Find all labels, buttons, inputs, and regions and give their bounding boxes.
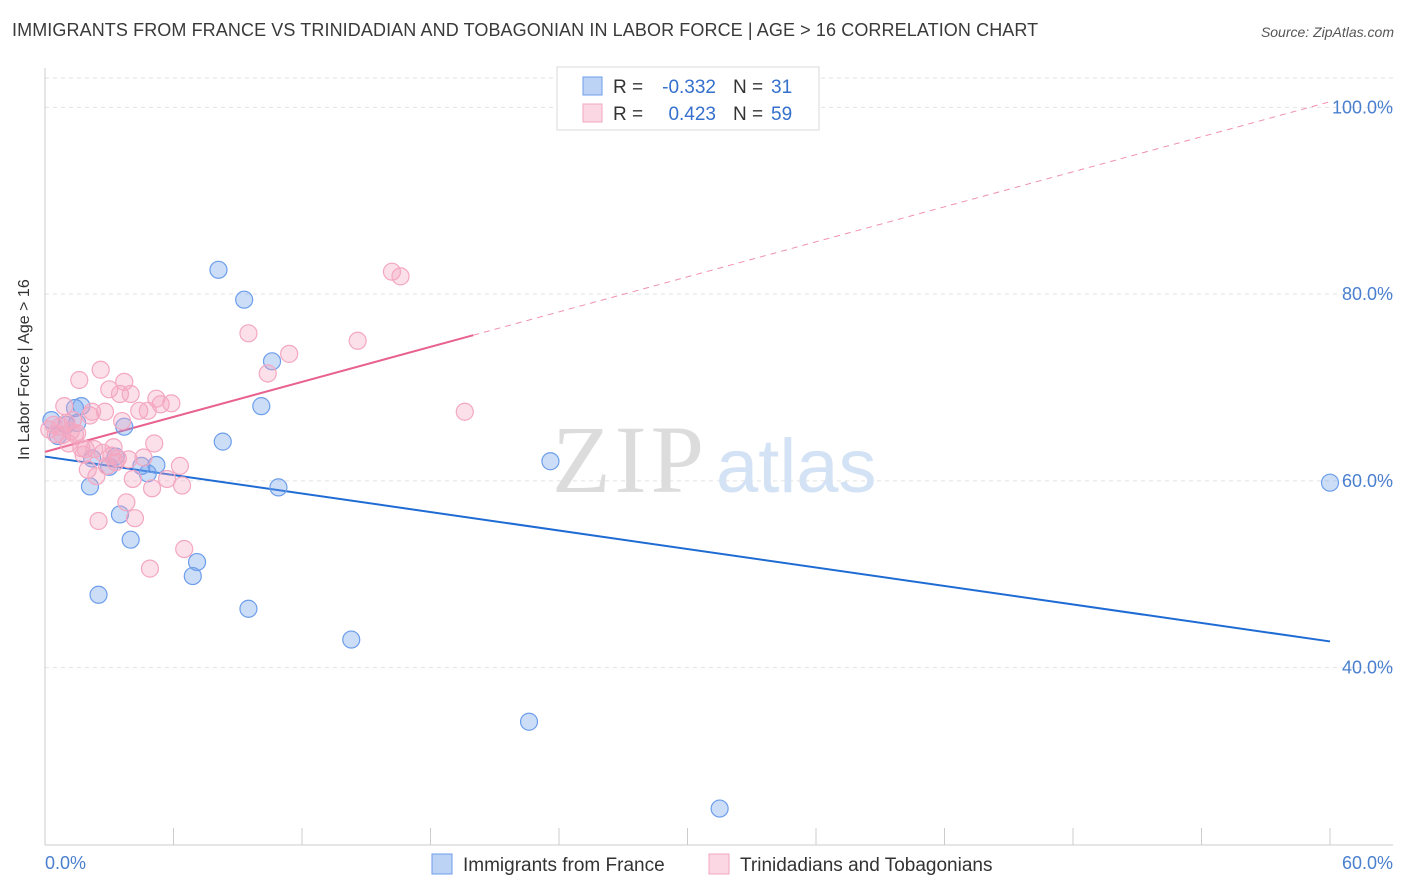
r-value: 0.423 [668,104,716,125]
y-tick-label: 60.0% [1342,471,1393,491]
trinidad-point [112,411,132,431]
source-label: Source: ZipAtlas.com [1260,24,1394,40]
trinidad-point [157,469,177,489]
series-legend: Immigrants from France Trinidadians and T… [431,853,992,876]
n-label: N = [733,77,763,98]
france-point [252,397,271,416]
trinidad-point [172,476,192,495]
y-tick-label: 100.0% [1332,97,1393,117]
trinidad-point [95,402,115,421]
trinidad-point [91,360,110,379]
trinidad-point [175,539,194,559]
y-tick-label: 40.0% [1342,658,1393,678]
trinidad-point [110,384,130,404]
france-stats-swatch [582,76,603,96]
trinidad-point [455,402,474,421]
trinidad-point [382,262,402,281]
trinidad-point [125,509,145,528]
x-tick-label: 0.0% [45,853,86,873]
france-trend-line [44,455,1331,643]
trinidad-point [100,380,119,399]
y-tick-label: 80.0% [1342,284,1393,304]
trinidad-point [170,456,190,476]
trinidad-point [104,438,123,457]
france-legend-swatch [431,853,453,875]
trend-lines [44,101,1331,643]
trinidad-trend-extension [473,101,1331,336]
axes [44,68,1393,846]
france-point [519,712,539,731]
trinidad-point [68,424,87,443]
france-point [187,552,207,572]
watermark-atlas: atlas [716,424,877,509]
trinidad-point [119,450,138,469]
trinidad-point [145,434,164,453]
x-tick-label: 60.0% [1342,853,1393,873]
r-label: R = [613,77,643,98]
trinidad-point [121,384,140,404]
watermark: ZIP atlas [552,406,877,513]
n-label: N = [733,104,763,125]
france-point [239,599,258,618]
n-value: 59 [771,104,792,125]
france-point [89,585,108,604]
france-point [1320,473,1340,492]
trinidad-point [162,394,181,413]
grid-lines [45,77,1393,669]
trinidad-point [89,511,108,531]
tick-labels: 40.0% 60.0% 80.0% 100.0% 0.0% 60.0% [45,97,1393,873]
france-point [710,799,729,818]
trinidad-point [258,364,277,383]
trinidad-point [140,559,160,578]
france-point [213,432,232,451]
trinidad-point [348,331,367,350]
trinidad-point [280,344,299,363]
chart-title: IMMIGRANTS FROM FRANCE VS TRINIDADIAN AN… [12,20,1039,40]
trinidad-point [391,267,410,286]
france-legend-label: Immigrants from France [463,855,665,876]
france-point [342,630,361,649]
trinidad-point [142,479,162,498]
data-points [40,260,1340,818]
trinidad-stats-swatch [582,103,603,123]
stats-legend: R = -0.332 N = 31 R = 0.423 N = 59 [556,66,820,131]
france-point [541,452,560,471]
france-point [269,478,288,497]
france-point [121,530,140,549]
watermark-zip: ZIP [552,406,708,513]
trinidad-point [83,402,102,421]
france-point [235,290,254,309]
trinidad-point [70,370,89,390]
trinidad-point [123,469,142,489]
trinidad-legend-label: Trinidadians and Tobagonians [740,855,992,876]
trinidad-point [117,493,136,512]
r-value: -0.332 [662,77,716,98]
trinidad-point [134,448,153,467]
france-point [209,260,228,279]
r-label: R = [613,104,643,125]
france-point [262,352,282,371]
france-point [183,566,202,586]
trinidad-legend-swatch [708,853,730,875]
n-value: 31 [771,77,792,98]
trinidad-trend-line [44,334,474,453]
trinidad-point [239,324,258,343]
